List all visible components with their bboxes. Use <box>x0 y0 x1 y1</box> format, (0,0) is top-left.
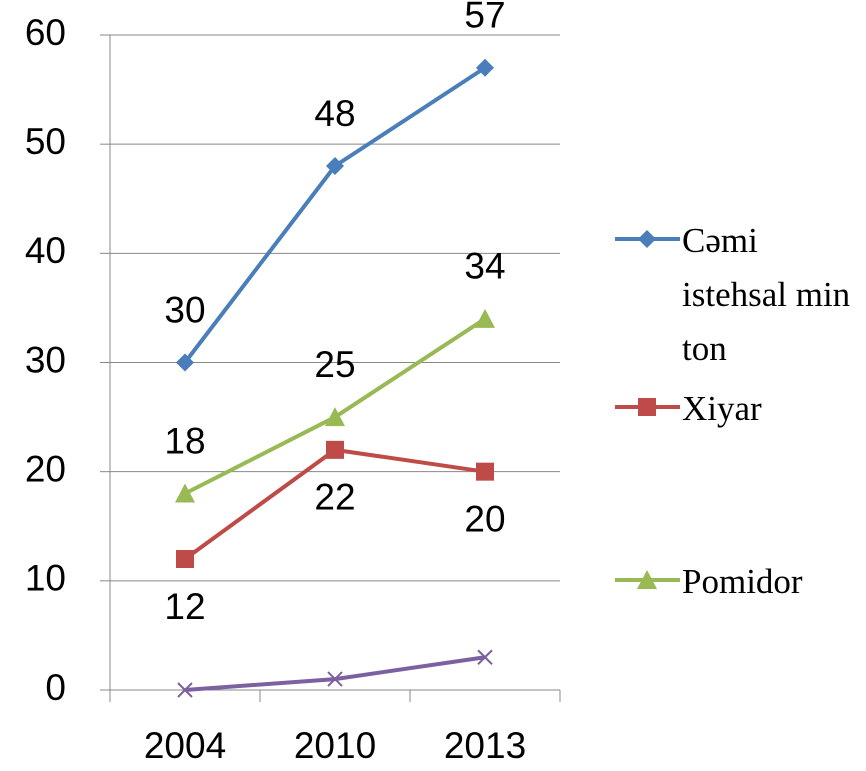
y-tick-label: 50 <box>25 121 66 162</box>
marker <box>326 440 344 459</box>
marker <box>475 308 495 328</box>
data-label: 25 <box>314 344 355 385</box>
legend-label: Cəmi istehsal min ton <box>682 221 851 368</box>
data-label: 18 <box>164 420 205 461</box>
x-tick-label: 2013 <box>444 725 526 766</box>
data-label: 57 <box>464 0 505 36</box>
marker <box>177 682 193 698</box>
x-tick-label: 2010 <box>294 725 376 766</box>
marker <box>176 550 194 568</box>
marker <box>638 398 656 416</box>
marker <box>175 483 195 503</box>
marker <box>476 462 494 481</box>
marker <box>176 353 194 372</box>
data-label: 34 <box>464 246 505 287</box>
data-label: 48 <box>314 93 355 134</box>
data-label: 22 <box>314 477 355 518</box>
y-tick-label: 60 <box>25 12 66 53</box>
y-tick-label: 20 <box>25 448 66 489</box>
legend-label: Xiyar <box>682 389 762 428</box>
marker <box>637 570 657 589</box>
y-tick-label: 40 <box>25 230 66 271</box>
marker <box>476 58 494 77</box>
marker <box>327 671 343 687</box>
series-line <box>184 655 486 692</box>
y-tick-label: 0 <box>45 667 66 708</box>
marker <box>325 407 345 427</box>
x-tick-label: 2004 <box>144 725 226 766</box>
marker <box>326 157 344 175</box>
legend-label: Pomidor <box>682 562 803 601</box>
data-label: 30 <box>164 289 205 330</box>
marker <box>477 649 493 665</box>
marker <box>638 230 656 248</box>
data-label: 12 <box>164 586 205 627</box>
data-label: 20 <box>464 498 505 539</box>
y-tick-label: 30 <box>25 339 66 380</box>
y-tick-label: 10 <box>25 558 66 599</box>
